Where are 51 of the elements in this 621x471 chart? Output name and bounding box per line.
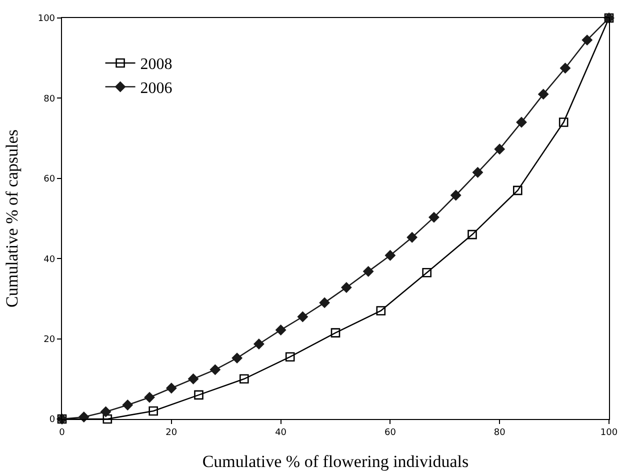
point bbox=[560, 62, 570, 74]
point bbox=[285, 352, 295, 362]
point bbox=[376, 306, 386, 316]
point bbox=[319, 298, 330, 308]
point bbox=[494, 144, 505, 154]
y-tick-label: 60 bbox=[44, 174, 56, 185]
point bbox=[210, 364, 220, 375]
point bbox=[385, 250, 396, 261]
point bbox=[166, 382, 177, 394]
point bbox=[516, 117, 527, 128]
point bbox=[276, 324, 286, 336]
point bbox=[558, 118, 568, 127]
x-tick-label: 40 bbox=[275, 428, 287, 438]
point bbox=[538, 88, 549, 100]
point bbox=[468, 230, 477, 240]
point bbox=[188, 374, 198, 384]
point bbox=[582, 34, 592, 46]
x-tick-label: 60 bbox=[384, 428, 396, 438]
point bbox=[232, 352, 242, 364]
point bbox=[341, 282, 352, 293]
legend-label: 2008 bbox=[140, 56, 172, 74]
point bbox=[472, 167, 483, 178]
y-tick-label: 20 bbox=[44, 334, 56, 345]
point bbox=[450, 190, 462, 200]
y-tick-label: 40 bbox=[44, 254, 56, 265]
point bbox=[78, 412, 90, 422]
x-tick-label: 20 bbox=[166, 428, 178, 438]
point bbox=[122, 400, 133, 410]
x-tick-label: 100 bbox=[600, 428, 618, 438]
point bbox=[148, 406, 158, 416]
point bbox=[513, 186, 522, 196]
x-tick-label: 80 bbox=[494, 428, 506, 438]
point bbox=[297, 312, 308, 322]
y-tick-label: 0 bbox=[49, 415, 56, 426]
point bbox=[363, 266, 374, 277]
point bbox=[100, 406, 111, 417]
point bbox=[406, 232, 418, 243]
point bbox=[428, 212, 440, 222]
x-tick-label: 0 bbox=[59, 428, 66, 438]
point bbox=[144, 392, 155, 403]
legend-label: 2006 bbox=[140, 80, 172, 98]
point bbox=[240, 374, 249, 384]
point bbox=[422, 268, 432, 278]
y-tick-label: 100 bbox=[38, 14, 56, 24]
point bbox=[102, 414, 112, 424]
y-tick-label: 80 bbox=[44, 94, 56, 104]
y-axis-title: Cumulative % of capsules bbox=[2, 130, 22, 308]
x-axis-title: Cumulative % of flowering individuals bbox=[202, 452, 469, 471]
point bbox=[330, 328, 340, 338]
point bbox=[254, 338, 264, 350]
point bbox=[194, 390, 204, 400]
